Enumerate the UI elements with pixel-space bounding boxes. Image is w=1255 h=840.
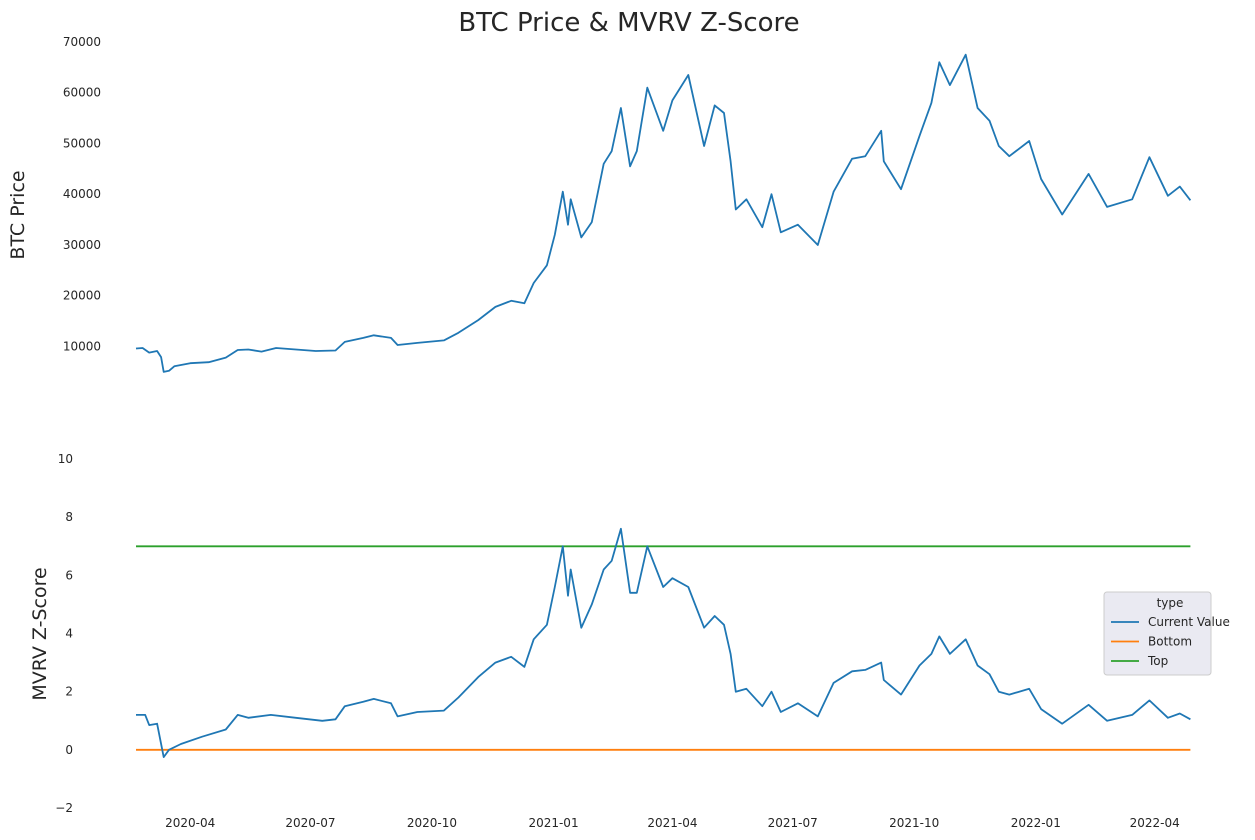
price-y-tick-label: 70000: [63, 35, 101, 49]
price-y-tick-label: 50000: [63, 136, 101, 150]
x-tick-label: 2021-01: [528, 816, 578, 830]
mvrv-y-tick-label: 2: [65, 685, 73, 699]
mvrv-y-tick-label: 10: [58, 452, 73, 466]
x-tick-label: 2020-04: [165, 816, 215, 830]
legend-label: Top: [1147, 654, 1168, 668]
price-y-ticks: 10000 20000 30000 40000 50000 60000 70000: [63, 35, 101, 353]
x-tick-label: 2021-04: [647, 816, 697, 830]
mvrv-y-tick-label: 6: [65, 568, 73, 582]
legend-label: Current Value: [1148, 615, 1230, 629]
price-y-tick-label: 60000: [63, 86, 101, 100]
mvrv-panel: MVRV Z-Score −2 0 2 4 6 8 10: [29, 452, 1191, 815]
mvrv-y-tick-label: 4: [65, 627, 73, 641]
chart-title: BTC Price & MVRV Z-Score: [458, 8, 799, 38]
price-y-tick-label: 40000: [63, 187, 101, 201]
legend-label: Bottom: [1148, 635, 1192, 649]
mvrv-y-tick-label: 0: [65, 743, 73, 757]
x-tick-label: 2020-10: [407, 816, 457, 830]
mvrv-y-axis-label: MVRV Z-Score: [29, 567, 51, 700]
price-y-tick-label: 10000: [63, 339, 101, 353]
price-y-tick-label: 20000: [63, 289, 101, 303]
mvrv-y-ticks: −2 0 2 4 6 8 10: [55, 452, 73, 815]
mvrv-y-tick-label: 8: [65, 510, 73, 524]
mvrv-y-tick-label: −2: [55, 801, 73, 815]
price-panel: BTC Price 10000 20000 30000 40000 50000 60000…: [7, 35, 1192, 373]
legend: type Current Value Bottom Top: [1103, 591, 1230, 676]
x-tick-label: 2022-04: [1130, 816, 1180, 830]
price-y-tick-label: 30000: [63, 238, 101, 252]
x-axis-ticks: 2020-04 2020-07 2020-10 2021-01 2021-04 2021-…: [165, 816, 1180, 830]
series-line-current-value: [136, 527, 1191, 758]
price-y-axis-label: BTC Price: [7, 170, 29, 259]
legend-title: type: [1157, 596, 1184, 610]
x-tick-label: 2021-10: [889, 816, 939, 830]
btc-price-line: [135, 53, 1192, 373]
x-tick-label: 2022-01: [1011, 816, 1061, 830]
price-lines: [135, 53, 1192, 373]
mvrv-lines: [136, 527, 1191, 758]
legend-items: Current Value Bottom Top: [1111, 615, 1230, 668]
x-tick-label: 2021-07: [768, 816, 818, 830]
x-tick-label: 2020-07: [285, 816, 335, 830]
legend-box: [1103, 591, 1212, 676]
